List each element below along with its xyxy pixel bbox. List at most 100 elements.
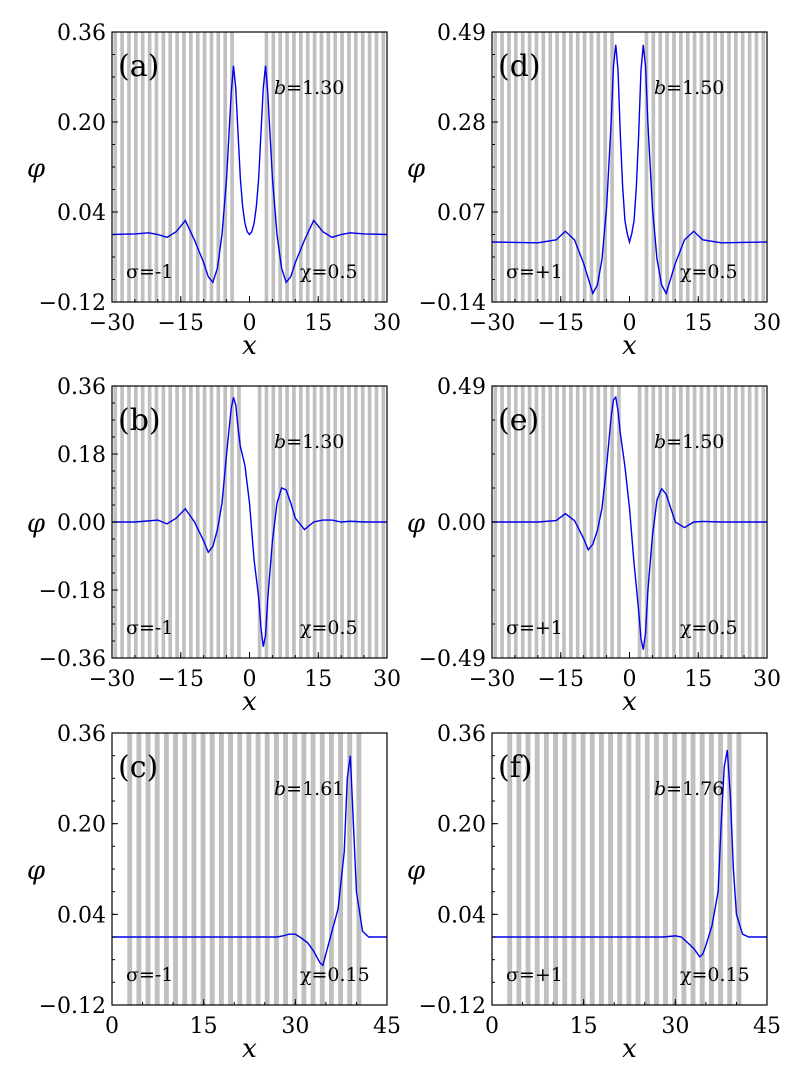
panel-label: (b): [118, 403, 161, 438]
stripe: [582, 386, 587, 658]
stripe: [507, 32, 511, 302]
stripe: [665, 386, 669, 658]
stripes: [127, 733, 362, 1005]
stripe: [374, 32, 379, 302]
y-tick-label: 0.04: [57, 903, 106, 928]
x-tick-label: 0: [105, 1014, 119, 1039]
y-tick-label: 0.00: [437, 511, 486, 536]
x-tick-label: 15: [684, 667, 712, 692]
stripe: [644, 733, 650, 1005]
stripe: [679, 32, 683, 302]
stripe: [690, 733, 696, 1005]
y-tick-label: −0.49: [419, 647, 486, 672]
stripe: [168, 32, 173, 302]
chi-annotation: χ=0.5: [300, 261, 358, 283]
stripe: [740, 32, 745, 302]
panel-label: (a): [118, 49, 159, 84]
y-tick-label: 0.00: [57, 511, 106, 536]
stripe: [571, 733, 577, 1005]
b-value: =1.30: [286, 77, 344, 99]
y-tick-label: 0.36: [437, 722, 486, 747]
b-symbol: b: [274, 778, 286, 800]
x-tick-label: 30: [661, 1014, 689, 1039]
b-value: =1.61: [286, 778, 344, 800]
y-tick-label: −0.12: [39, 994, 106, 1019]
stripe: [617, 386, 621, 658]
stripe: [637, 386, 642, 658]
stripe: [285, 32, 289, 302]
stripe: [189, 32, 193, 302]
stripe: [182, 386, 186, 658]
stripe: [216, 32, 221, 302]
panel-c: 0 15 30 45 −0.12 0.04 0.20 0.36 x φ (c) b=1.61 σ=-1 χ…: [27, 722, 401, 1064]
stripe: [340, 32, 344, 302]
stripe: [555, 386, 559, 658]
sigma-annotation: σ=+1: [506, 617, 563, 639]
b-symbol: b: [274, 77, 286, 99]
stripe: [301, 733, 307, 1005]
stripe: [145, 733, 151, 1005]
x-tick-label: −15: [538, 667, 584, 692]
b-value: =1.76: [666, 778, 724, 800]
x-tick-label: 30: [753, 311, 781, 336]
stripe: [500, 32, 504, 302]
stripe: [209, 386, 214, 658]
y-tick-label: 0.28: [437, 111, 486, 136]
stripe: [283, 733, 288, 1005]
stripe: [603, 32, 608, 302]
sigma-annotation: σ=-1: [126, 964, 173, 986]
stripe: [218, 733, 224, 1005]
stripe: [681, 733, 687, 1005]
stripe: [507, 733, 513, 1005]
stripe: [147, 386, 152, 658]
x-axis-label: x: [242, 1034, 257, 1064]
stripe: [685, 386, 690, 658]
y-tick-label: 0.20: [437, 813, 486, 838]
x-tick-label: 15: [190, 1014, 218, 1039]
stripe: [237, 386, 241, 658]
stripe: [541, 32, 546, 302]
stripe: [292, 386, 296, 658]
stripe: [644, 386, 649, 658]
stripe: [264, 386, 269, 658]
stripe: [367, 32, 372, 302]
stripe: [598, 733, 604, 1005]
stripe: [195, 32, 200, 302]
y-tick-label: 0.36: [57, 375, 106, 400]
stripe: [651, 32, 656, 302]
stripe: [589, 733, 595, 1005]
x-axis-label: x: [242, 687, 257, 717]
b-value: =1.50: [666, 77, 724, 99]
x-tick-label: 15: [570, 1014, 598, 1039]
y-axis-label: φ: [27, 509, 46, 539]
y-tick-label: −0.12: [419, 994, 486, 1019]
panel-b: −30 −15 0 15 30 −0.36 −0.18 0.00 0.18 0.36 x φ (b) b=…: [27, 375, 401, 717]
stripe: [202, 386, 207, 658]
series-line: [492, 749, 767, 958]
stripe: [520, 32, 525, 302]
stripe: [175, 32, 179, 302]
stripe: [285, 386, 289, 658]
stripe: [175, 386, 179, 658]
chi-annotation: χ=0.5: [300, 617, 358, 639]
stripe: [569, 32, 573, 302]
stripe: [381, 32, 386, 302]
chi-annotation: χ=0.5: [680, 261, 738, 283]
stripe: [610, 32, 614, 302]
stripe: [292, 32, 296, 302]
stripe: [603, 386, 608, 658]
b-value: =1.50: [666, 431, 724, 453]
stripe: [692, 32, 697, 302]
x-tick-label: 30: [373, 311, 401, 336]
stripe: [127, 733, 133, 1005]
stripe: [200, 733, 206, 1005]
stripe: [672, 386, 676, 658]
stripe: [333, 32, 338, 302]
stripe: [347, 32, 351, 302]
stripe: [209, 32, 214, 302]
stripe: [534, 733, 540, 1005]
stripe: [727, 733, 733, 1005]
stripe: [154, 32, 159, 302]
stripe: [154, 386, 159, 658]
stripe: [548, 32, 553, 302]
